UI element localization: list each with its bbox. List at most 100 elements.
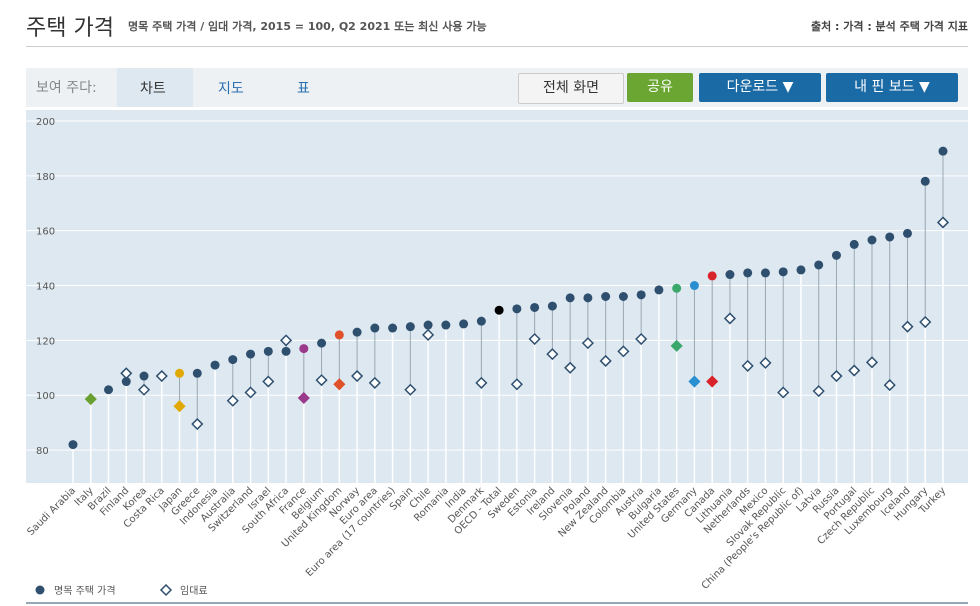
rent-diamond [723, 312, 736, 325]
legend-label: 명목 주택 가격 [54, 584, 116, 597]
y-tick-label: 80 [36, 446, 49, 457]
rent-diamond [706, 375, 719, 388]
x-tick-label: Saudi Arabia [25, 485, 78, 538]
nominal-dot [263, 346, 273, 356]
legend-dot [35, 585, 45, 595]
rent-diamond [901, 320, 914, 333]
subtitle: 명목 주택 가격 / 임대 가격, 2015 = 100, Q2 2021 또는… [128, 20, 487, 33]
nominal-dot [494, 305, 504, 315]
nominal-dot [547, 301, 557, 311]
y-tick-label: 100 [36, 391, 55, 402]
rent-diamond [280, 334, 293, 347]
show-label: 보여 주다: [36, 80, 97, 96]
rent-diamond [919, 315, 932, 329]
rent-diamond [404, 383, 417, 396]
tab[interactable]: 지도 [218, 81, 244, 97]
rent-diamond [333, 378, 346, 391]
nominal-dot [743, 268, 753, 278]
rent-diamond [244, 386, 257, 399]
legend-label: 임대료 [180, 584, 208, 597]
nominal-dot [334, 330, 344, 340]
nominal-dot [902, 228, 912, 238]
nominal-dot [299, 344, 309, 354]
rent-diamond [137, 383, 151, 396]
nominal-dot [281, 346, 291, 356]
nominal-dot [228, 355, 238, 365]
nominal-dot [725, 270, 735, 280]
nominal-dot [760, 268, 770, 278]
rent-diamond [564, 361, 577, 374]
rent-diamond [262, 375, 275, 388]
y-tick-label: 200 [36, 117, 55, 128]
nominal-dot [654, 285, 664, 295]
nominal-dot [707, 271, 717, 281]
rent-diamond [741, 359, 754, 372]
rent-diamond [617, 345, 630, 358]
rent-diamond [475, 376, 488, 389]
nominal-dot [352, 327, 362, 337]
active-tab-bg [117, 68, 193, 107]
rent-diamond [191, 417, 204, 431]
rent-diamond [155, 369, 168, 383]
rent-diamond [777, 386, 790, 399]
rent-diamond [688, 375, 701, 388]
nominal-dot [459, 319, 469, 329]
nominal-dot [175, 368, 185, 378]
rent-diamond [422, 328, 435, 341]
nominal-dot [583, 293, 593, 303]
nominal-dot [476, 316, 486, 326]
nominal-dot [441, 320, 451, 330]
source: 출처 : 가격 : 분석 주택 가격 지표 [810, 20, 968, 33]
nominal-dot [121, 377, 131, 387]
nominal-dot [210, 360, 220, 370]
y-tick-label: 120 [36, 336, 55, 347]
rent-diamond [510, 378, 523, 391]
nominal-dot [938, 146, 948, 156]
nominal-dot [618, 292, 628, 301]
rent-diamond [546, 348, 559, 361]
nominal-dot [512, 304, 522, 314]
rent-diamond [635, 332, 648, 346]
title: 주택 가격 [26, 16, 114, 41]
download-button[interactable]: 다운로드 ▼ [699, 73, 821, 102]
nominal-dot [530, 302, 540, 312]
rent-diamond [297, 391, 310, 405]
rent-diamond [528, 332, 541, 346]
nominal-dot [104, 385, 114, 395]
legend-diamond [159, 583, 173, 597]
tab[interactable]: 차트 [140, 81, 166, 97]
rent-diamond [759, 356, 772, 369]
nominal-dot [636, 290, 646, 300]
rent-diamond [120, 367, 133, 380]
fullscreen-button[interactable]: 전체 화면 [518, 73, 624, 104]
y-tick-label: 160 [36, 227, 55, 238]
nominal-dot [885, 232, 895, 242]
nominal-dot [814, 260, 824, 270]
nominal-dot [831, 250, 841, 260]
rent-diamond [830, 369, 843, 383]
nominal-dot [317, 338, 327, 348]
nominal-dot [849, 239, 859, 249]
rent-diamond [812, 385, 825, 398]
rent-diamond [173, 400, 186, 413]
nominal-dot [388, 323, 398, 333]
rent-diamond [368, 376, 381, 389]
nominal-dot [423, 320, 433, 330]
nominal-dot [689, 281, 699, 291]
nominal-dot [796, 265, 806, 275]
rent-diamond [670, 339, 683, 352]
share-button[interactable]: 공유 [627, 73, 693, 102]
tab[interactable]: 표 [297, 81, 310, 97]
nominal-dot [867, 235, 877, 245]
nominal-dot [139, 371, 149, 381]
rent-diamond [848, 364, 861, 377]
nominal-dot [246, 349, 256, 359]
nominal-dot [68, 440, 78, 450]
rent-diamond [315, 374, 328, 387]
nominal-dot [672, 283, 682, 293]
pinboard-button[interactable]: 내 핀 보드 ▼ [826, 73, 958, 102]
rent-diamond [599, 354, 612, 368]
rent-diamond [226, 394, 239, 407]
